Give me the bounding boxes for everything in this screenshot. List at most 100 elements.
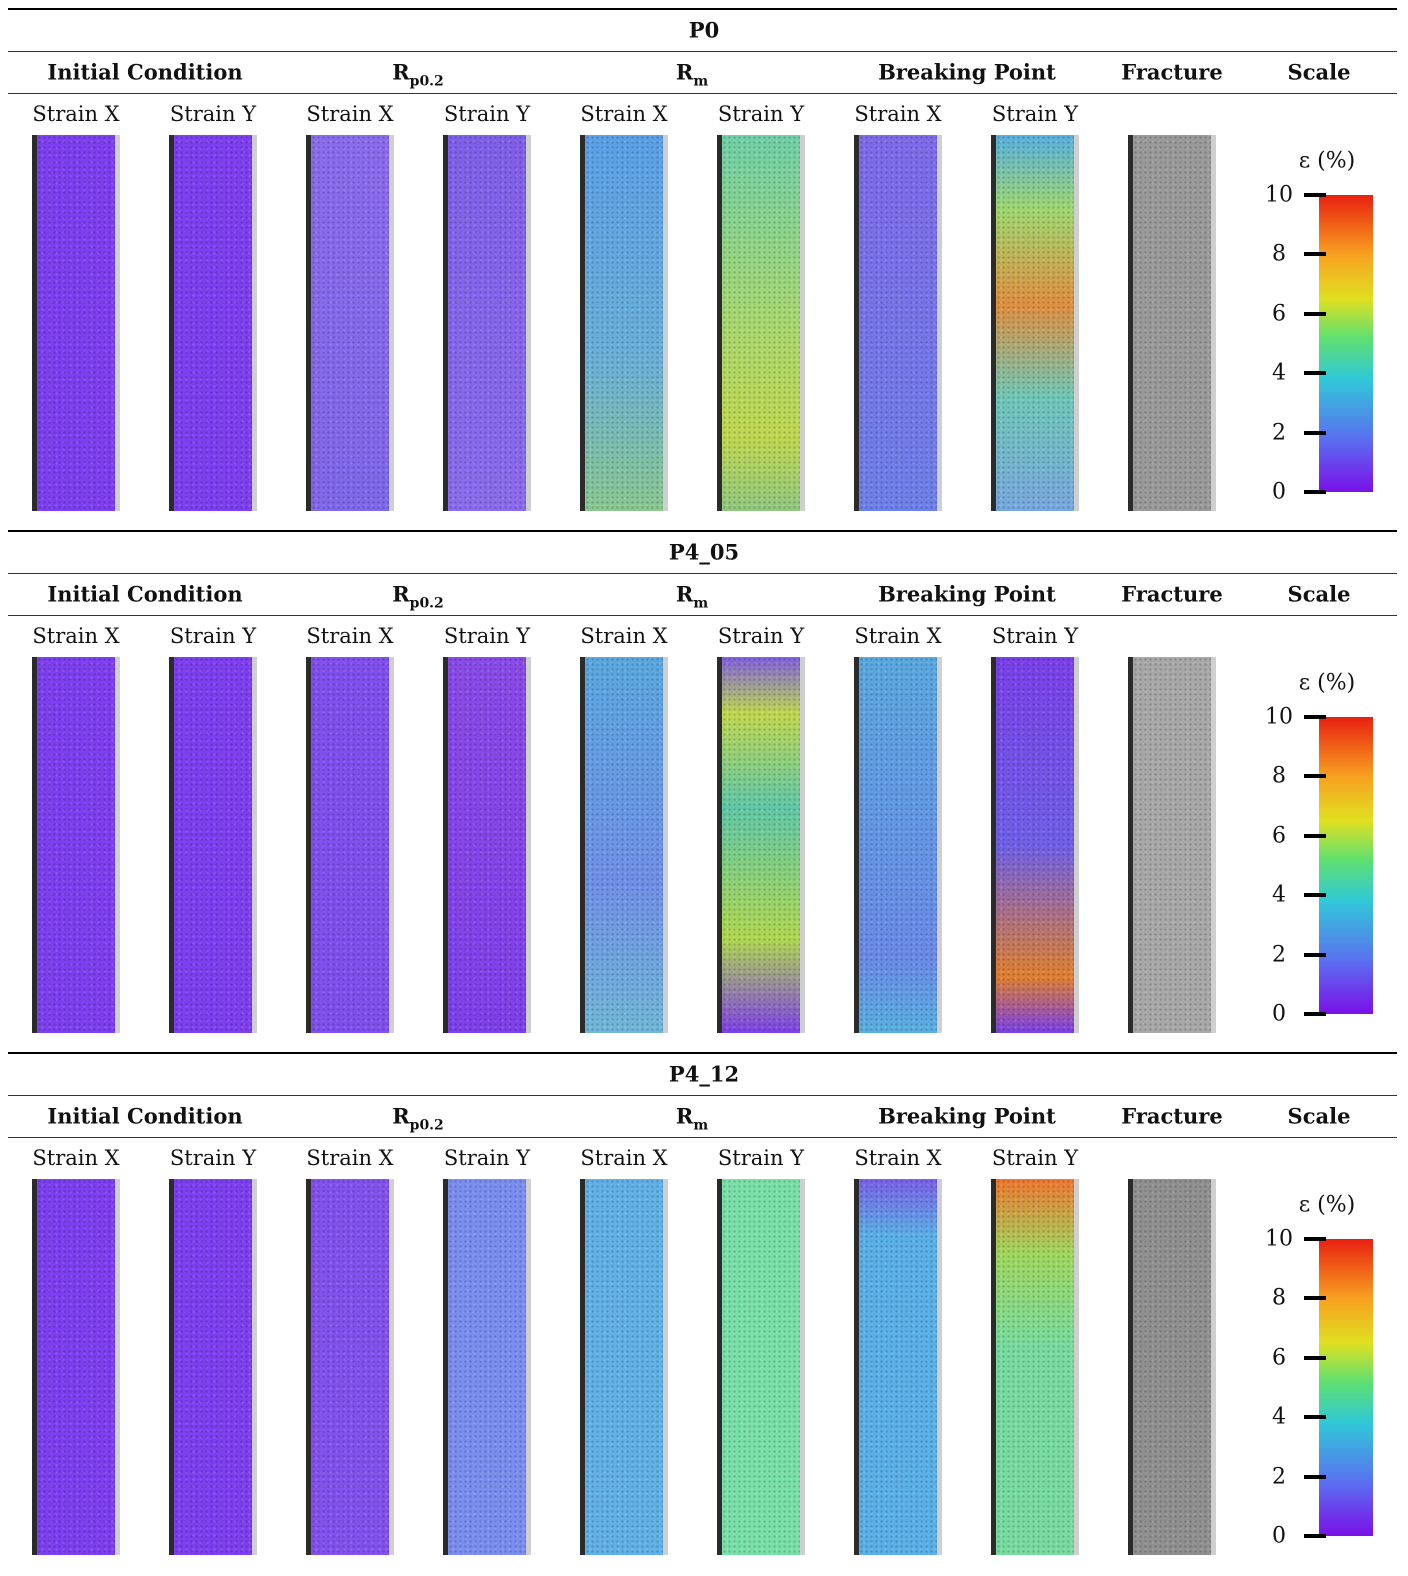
sub-header: Strain X [580,1146,668,1170]
sub-header: Strain Y [443,624,531,648]
colorbar-tick [1304,1237,1326,1241]
column-header: Rm [676,1104,708,1134]
colorbar-tick-label: 10 [1265,1226,1293,1252]
header-base: R [675,59,694,85]
sub-header: Strain Y [991,102,1079,126]
column-header: Fracture [1121,1103,1223,1129]
speckle [996,135,1074,511]
colorbar-tick-label: 4 [1272,882,1286,908]
colorbar-tick-label: 2 [1272,1464,1286,1490]
strain-map [991,1179,1079,1555]
speckle [174,657,252,1033]
header-base: R [392,1103,410,1129]
column-header: Initial Condition [47,581,243,607]
rule [8,573,1397,574]
column-header: Fracture [1121,581,1223,607]
sub-header: Strain Y [717,1146,805,1170]
colorbar-tick [1304,490,1326,494]
sub-header: Strain Y [717,102,805,126]
section-title: P4_12 [668,1061,740,1087]
column-header: Rm [675,59,708,90]
colorbar-tick-label: 4 [1272,360,1286,386]
header-subscript: p0.2 [409,73,444,90]
speckle [174,135,252,511]
speckle [859,657,937,1033]
speckle [722,657,800,1033]
colorbar-tick-label: 6 [1272,1345,1286,1371]
speckle [1133,1179,1211,1555]
strain-map [717,135,805,511]
colorbar-tick-label: 2 [1272,420,1286,446]
section-title: P0 [688,17,720,43]
sub-header: Strain Y [443,1146,531,1170]
sub-header: Strain X [854,624,942,648]
colorbar-tick [1304,774,1326,779]
column-header: Scale [1287,581,1351,607]
sub-header: Strain X [32,102,120,126]
colorbar-tick [1304,715,1326,719]
strain-map [580,135,668,511]
header-base: R [392,59,410,85]
colorbar-tick-label: 6 [1272,301,1286,327]
sub-header: Strain X [306,102,394,126]
speckle [37,657,115,1033]
speckle [174,1179,252,1555]
sub-header: Strain Y [991,1146,1079,1170]
speckle [37,1179,115,1555]
fracture-image [1128,657,1216,1033]
colorbar-tick-label: 0 [1272,1523,1286,1549]
sub-header: Strain Y [169,624,257,648]
strain-map [717,1179,805,1555]
speckle [448,657,526,1033]
column-header: Breaking Point [878,1103,1056,1129]
column-header: Rp0.2 [392,1103,444,1134]
strain-map [580,1179,668,1555]
colorbar-tick [1304,952,1326,957]
sub-header: Strain X [580,624,668,648]
rule [8,1052,1397,1054]
colorbar-tick-label: 6 [1272,823,1286,849]
scale-label: ε (%) [1298,148,1356,174]
section-title: P4_05 [668,539,740,565]
sub-header: Strain Y [169,102,257,126]
colorbar-tick [1304,1355,1326,1360]
speckle [37,135,115,511]
header-subscript: m [693,73,709,90]
sub-header: Strain X [854,1146,942,1170]
header-base: R [675,581,694,607]
sub-header: Strain X [580,102,668,126]
colorbar-tick [1304,1012,1326,1016]
colorbar-tick-label: 10 [1265,182,1293,208]
strain-map [169,657,257,1033]
speckle [859,1179,937,1555]
speckle [311,135,389,511]
speckle [585,1179,663,1555]
sub-header: Strain Y [717,624,805,648]
sub-header: Strain X [32,624,120,648]
strain-map [443,1179,531,1555]
colorbar-tick-label: 0 [1272,479,1286,505]
colorbar-tick [1304,311,1326,316]
speckle [1133,657,1211,1033]
speckle [996,1179,1074,1555]
strain-map [306,1179,394,1555]
strain-map [169,135,257,511]
rule [8,51,1397,52]
strain-map [580,657,668,1033]
sub-header: Strain X [306,624,394,648]
colorbar-tick [1304,1474,1326,1479]
strain-map [306,657,394,1033]
scale-label: ε (%) [1298,1192,1356,1218]
sub-header: Strain X [32,1146,120,1170]
strain-map [854,657,942,1033]
strain-map [854,1179,942,1555]
sub-header: Strain Y [991,624,1079,648]
column-header: Scale [1287,1103,1351,1129]
colorbar-tick [1304,193,1326,197]
strain-map [32,135,120,511]
strain-map [717,657,805,1033]
strain-map [32,1179,120,1555]
sub-header: Strain Y [443,102,531,126]
colorbar-tick [1304,833,1326,838]
